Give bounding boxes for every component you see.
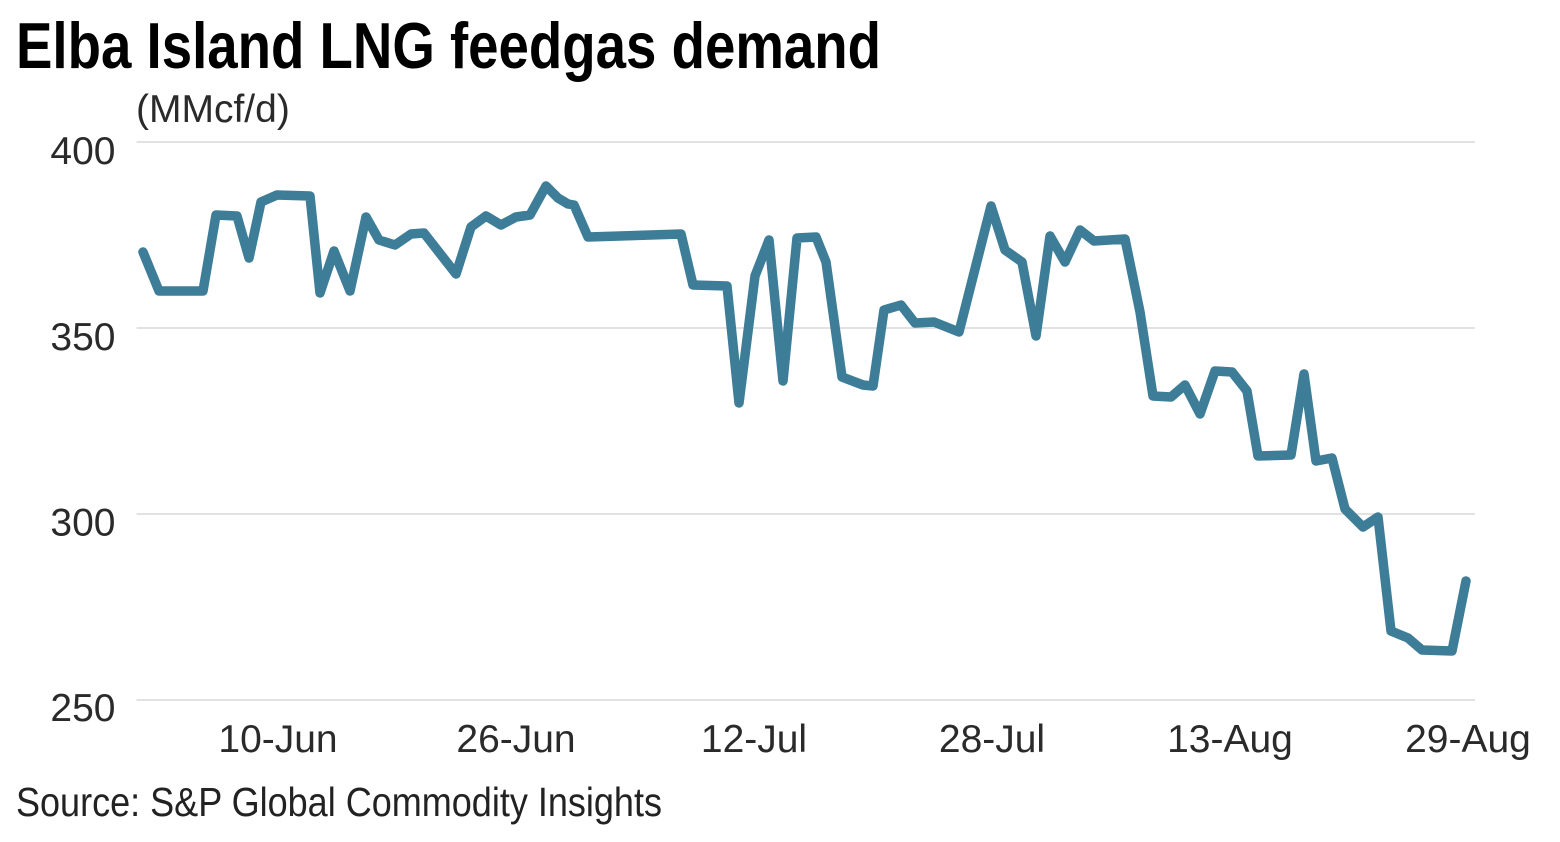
svg-text:12-Jul: 12-Jul [701,718,807,761]
svg-text:13-Aug: 13-Aug [1167,718,1293,761]
svg-text:26-Jun: 26-Jun [456,718,575,761]
svg-text:400: 400 [50,130,115,173]
svg-text:29-Aug: 29-Aug [1405,718,1531,761]
svg-text:350: 350 [50,316,115,359]
svg-text:Source: S&P Global Commodity I: Source: S&P Global Commodity Insights [16,779,662,825]
svg-text:10-Jun: 10-Jun [218,718,337,761]
svg-text:300: 300 [50,502,115,545]
svg-text:Elba Island LNG feedgas demand: Elba Island LNG feedgas demand [16,9,881,82]
svg-text:250: 250 [50,687,115,730]
svg-text:(MMcf/d): (MMcf/d) [136,88,290,131]
svg-text:28-Jul: 28-Jul [939,718,1045,761]
